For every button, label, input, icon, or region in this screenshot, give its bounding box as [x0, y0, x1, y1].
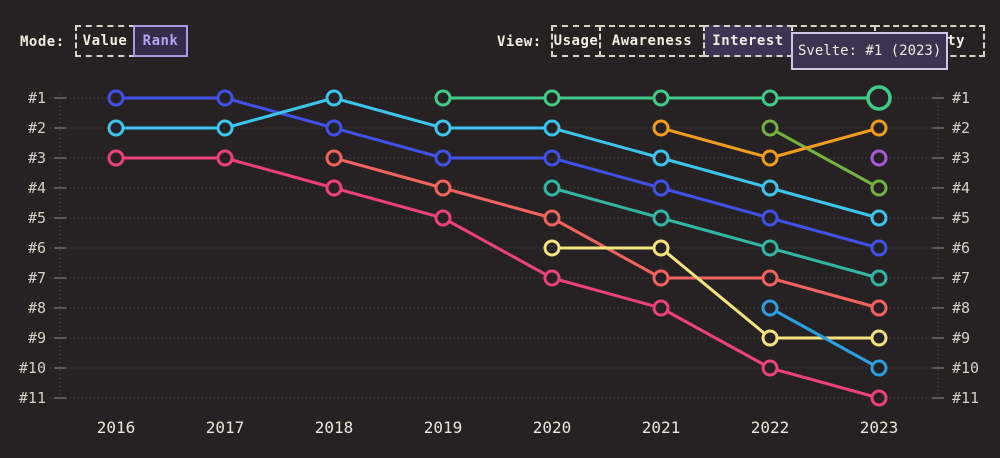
series-cyan-line[interactable]	[114, 96, 881, 220]
point-indigo-line-2021[interactable]	[652, 179, 670, 197]
point-teal-line-2021[interactable]	[652, 209, 670, 227]
rank-label-left: #11	[19, 389, 46, 407]
point-sky-line-2022[interactable]	[761, 299, 779, 317]
point-olive-line-2023[interactable]	[870, 179, 888, 197]
year-label: 2021	[642, 418, 681, 437]
point-teal-line-2020[interactable]	[543, 179, 561, 197]
point-yellow-line-2023[interactable]	[870, 329, 888, 347]
rank-label-left: #9	[28, 329, 46, 347]
view-label: View:	[497, 34, 542, 50]
point-pink-line-2022[interactable]	[761, 359, 779, 377]
mode-button-group: Value Rank	[75, 25, 188, 57]
point-salmon-line-2021[interactable]	[652, 269, 670, 287]
year-label: 2016	[97, 418, 136, 437]
point-indigo-line-2020[interactable]	[543, 149, 561, 167]
point-salmon-line-2020[interactable]	[543, 209, 561, 227]
point-svelte-line-2022[interactable]	[761, 89, 779, 107]
year-label: 2019	[424, 418, 463, 437]
rank-label-left: #5	[28, 209, 46, 227]
point-teal-line-2022[interactable]	[761, 239, 779, 257]
view-button-interest[interactable]: Interest	[703, 25, 793, 57]
rank-label-right: #11	[952, 389, 979, 407]
point-amber-line-2021[interactable]	[652, 119, 670, 137]
point-purple-line-2023[interactable]	[870, 149, 888, 167]
rank-label-left: #1	[28, 89, 46, 107]
rank-label-right: #1	[952, 89, 970, 107]
point-cyan-line-2020[interactable]	[543, 119, 561, 137]
year-label: 2023	[860, 418, 899, 437]
point-yellow-line-2021[interactable]	[652, 239, 670, 257]
series-olive-line[interactable]	[768, 126, 881, 190]
mode-label: Mode:	[20, 34, 65, 50]
rank-label-right: #4	[952, 179, 970, 197]
series-salmon-line[interactable]	[332, 156, 881, 310]
point-yellow-line-2022[interactable]	[761, 329, 779, 347]
point-cyan-line-2018[interactable]	[325, 89, 343, 107]
point-cyan-line-2023[interactable]	[870, 209, 888, 227]
rank-label-right: #5	[952, 209, 970, 227]
rank-label-right: #10	[952, 359, 979, 377]
series-sky-line[interactable]	[768, 306, 881, 370]
point-amber-line-2022[interactable]	[761, 149, 779, 167]
rank-label-right: #2	[952, 119, 970, 137]
point-salmon-line-2022[interactable]	[761, 269, 779, 287]
point-indigo-line-2018[interactable]	[325, 119, 343, 137]
rank-label-left: #10	[19, 359, 46, 377]
point-indigo-line-2019[interactable]	[434, 149, 452, 167]
series-teal-line[interactable]	[550, 186, 881, 280]
point-indigo-line-2022[interactable]	[761, 209, 779, 227]
rank-label-left: #7	[28, 269, 46, 287]
rank-label-right: #7	[952, 269, 970, 287]
point-svelte-line-2021[interactable]	[652, 89, 670, 107]
point-sky-line-2023[interactable]	[870, 359, 888, 377]
point-teal-line-2023[interactable]	[870, 269, 888, 287]
point-amber-line-2023[interactable]	[870, 119, 888, 137]
point-cyan-line-2017[interactable]	[216, 119, 234, 137]
point-svelte-line-2019[interactable]	[434, 89, 452, 107]
year-label: 2020	[533, 418, 572, 437]
point-olive-line-2022[interactable]	[761, 119, 779, 137]
point-pink-line-2020[interactable]	[543, 269, 561, 287]
point-svelte-line-2023[interactable]	[866, 85, 892, 111]
rank-label-right: #3	[952, 149, 970, 167]
rank-label-right: #9	[952, 329, 970, 347]
point-salmon-line-2019[interactable]	[434, 179, 452, 197]
point-pink-line-2019[interactable]	[434, 209, 452, 227]
point-indigo-line-2016[interactable]	[107, 89, 125, 107]
view-button-awareness[interactable]: Awareness	[599, 25, 705, 57]
point-pink-line-2023[interactable]	[870, 389, 888, 407]
series-pink-line[interactable]	[114, 156, 881, 400]
rank-label-right: #6	[952, 239, 970, 257]
year-label: 2022	[751, 418, 790, 437]
point-pink-line-2021[interactable]	[652, 299, 670, 317]
rank-label-left: #3	[28, 149, 46, 167]
point-svelte-line-2020[interactable]	[543, 89, 561, 107]
point-cyan-line-2019[interactable]	[434, 119, 452, 137]
point-cyan-line-2016[interactable]	[107, 119, 125, 137]
rank-label-left: #2	[28, 119, 46, 137]
point-pink-line-2018[interactable]	[325, 179, 343, 197]
point-cyan-line-2021[interactable]	[652, 149, 670, 167]
point-salmon-line-2023[interactable]	[870, 299, 888, 317]
year-label: 2017	[206, 418, 245, 437]
view-button-usage[interactable]: Usage	[551, 25, 601, 57]
rank-label-left: #4	[28, 179, 46, 197]
series-indigo-line[interactable]	[114, 96, 881, 250]
year-label: 2018	[315, 418, 354, 437]
point-salmon-line-2018[interactable]	[325, 149, 343, 167]
rank-label-left: #8	[28, 299, 46, 317]
point-pink-line-2016[interactable]	[107, 149, 125, 167]
point-pink-line-2017[interactable]	[216, 149, 234, 167]
mode-button-value[interactable]: Value	[75, 25, 135, 57]
point-indigo-line-2023[interactable]	[870, 239, 888, 257]
point-cyan-line-2022[interactable]	[761, 179, 779, 197]
tooltip: Svelte: #1 (2023)	[791, 32, 949, 70]
rank-label-left: #6	[28, 239, 46, 257]
rank-label-right: #8	[952, 299, 970, 317]
mode-button-rank[interactable]: Rank	[133, 25, 188, 57]
point-yellow-line-2020[interactable]	[543, 239, 561, 257]
point-indigo-line-2017[interactable]	[216, 89, 234, 107]
